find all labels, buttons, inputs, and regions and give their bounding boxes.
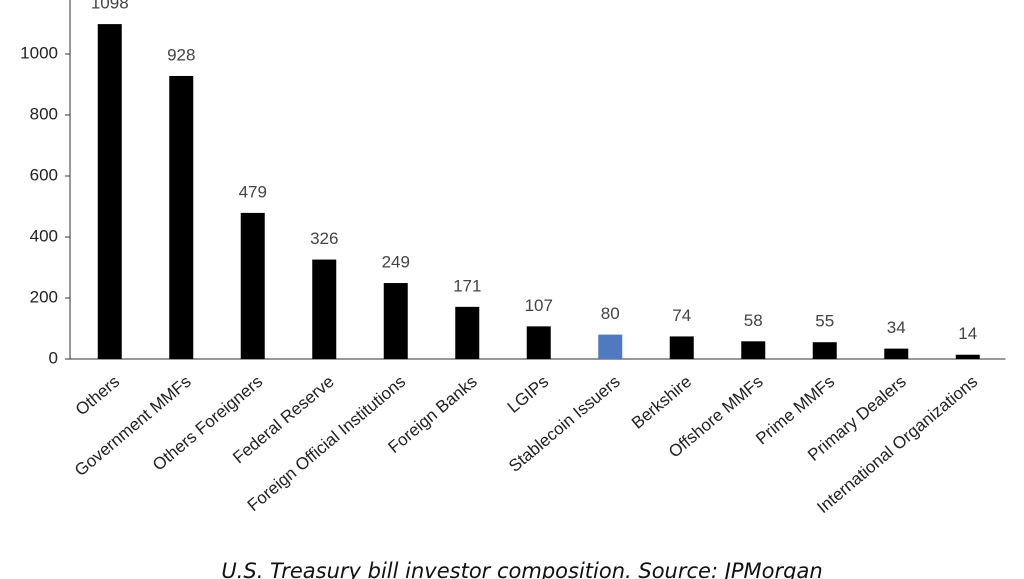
bar <box>240 212 265 359</box>
y-tick-label: 600 <box>30 165 58 184</box>
y-tick-label: 400 <box>30 226 58 245</box>
value-label: 107 <box>525 296 553 315</box>
bar <box>741 341 766 359</box>
bar <box>97 24 122 360</box>
bar <box>383 283 408 359</box>
value-label: 55 <box>815 312 834 331</box>
value-label: 1098 <box>91 0 129 13</box>
x-tick-label: Government MMFs <box>71 372 195 480</box>
value-label: 326 <box>310 229 338 248</box>
bar <box>455 306 480 359</box>
y-tick-label: 800 <box>30 104 58 123</box>
y-tick-label: 200 <box>30 287 58 306</box>
bar <box>312 259 337 359</box>
bar <box>812 342 837 359</box>
bar <box>955 354 980 359</box>
x-tick-label: Berkshire <box>628 372 695 433</box>
value-label: 58 <box>744 311 763 330</box>
value-label: 171 <box>453 276 481 295</box>
bar <box>884 348 909 359</box>
bar <box>598 334 623 359</box>
x-tick-label: LGIPs <box>504 372 552 417</box>
x-tick-label: Others <box>72 372 123 419</box>
bar <box>669 336 694 359</box>
value-label: 928 <box>167 45 195 64</box>
value-label: 14 <box>958 324 977 343</box>
value-label: 249 <box>382 253 410 272</box>
y-tick-label: 1200 <box>20 0 58 1</box>
value-label: 34 <box>887 318 906 337</box>
bar <box>526 326 551 359</box>
y-tick-label: 0 <box>49 348 58 367</box>
value-label: 479 <box>239 182 267 201</box>
y-tick-label: 1000 <box>20 43 58 62</box>
caption: U.S. Treasury bill investor composition.… <box>221 559 822 579</box>
bar <box>169 75 194 360</box>
value-label: 74 <box>672 306 691 325</box>
value-label: 80 <box>601 304 620 323</box>
